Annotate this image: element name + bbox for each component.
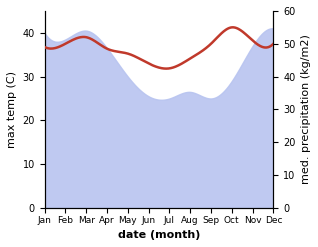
Y-axis label: max temp (C): max temp (C) <box>7 71 17 148</box>
X-axis label: date (month): date (month) <box>118 230 200 240</box>
Y-axis label: med. precipitation (kg/m2): med. precipitation (kg/m2) <box>301 35 311 184</box>
